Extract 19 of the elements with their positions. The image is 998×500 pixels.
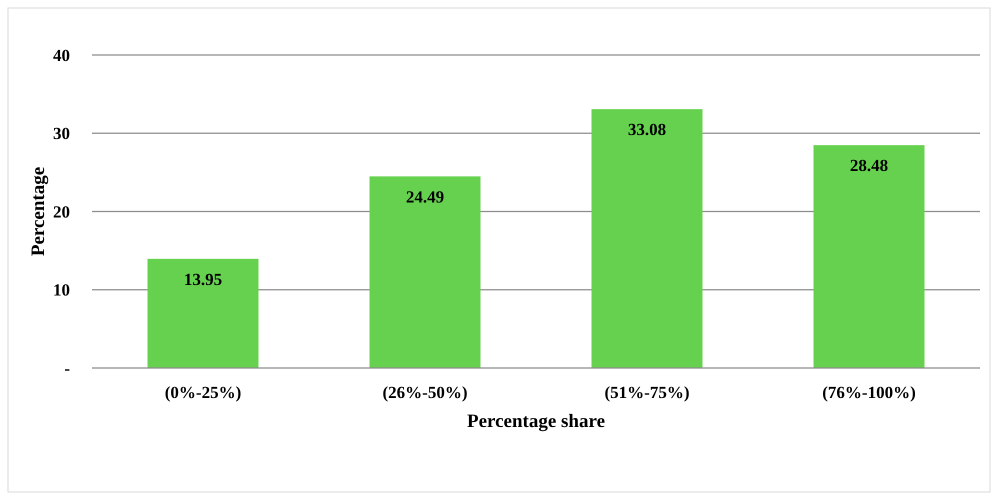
y-axis-title: Percentage (28, 166, 49, 256)
x-axis-title: Percentage share (466, 411, 606, 432)
x-tick-label: (76%-100%) (822, 383, 916, 402)
y-tick-label: - (64, 358, 70, 378)
y-tick-label: 20 (53, 202, 70, 222)
data-label: 28.48 (850, 156, 888, 176)
y-tick-label: 30 (53, 124, 70, 144)
x-tick-label: (0%-25%) (164, 383, 242, 402)
data-label: 13.95 (184, 270, 222, 289)
bar (592, 109, 702, 368)
bar (814, 145, 924, 368)
data-label: 24.49 (406, 187, 444, 206)
bar (370, 176, 480, 368)
x-tick-label: (26%-50%) (382, 383, 468, 402)
bar (148, 258, 258, 368)
y-tick-label: 40 (53, 46, 70, 65)
x-tick-label: (51%-75%) (604, 383, 690, 402)
y-tick-label: 10 (53, 280, 70, 300)
data-label: 33.08 (628, 120, 666, 140)
